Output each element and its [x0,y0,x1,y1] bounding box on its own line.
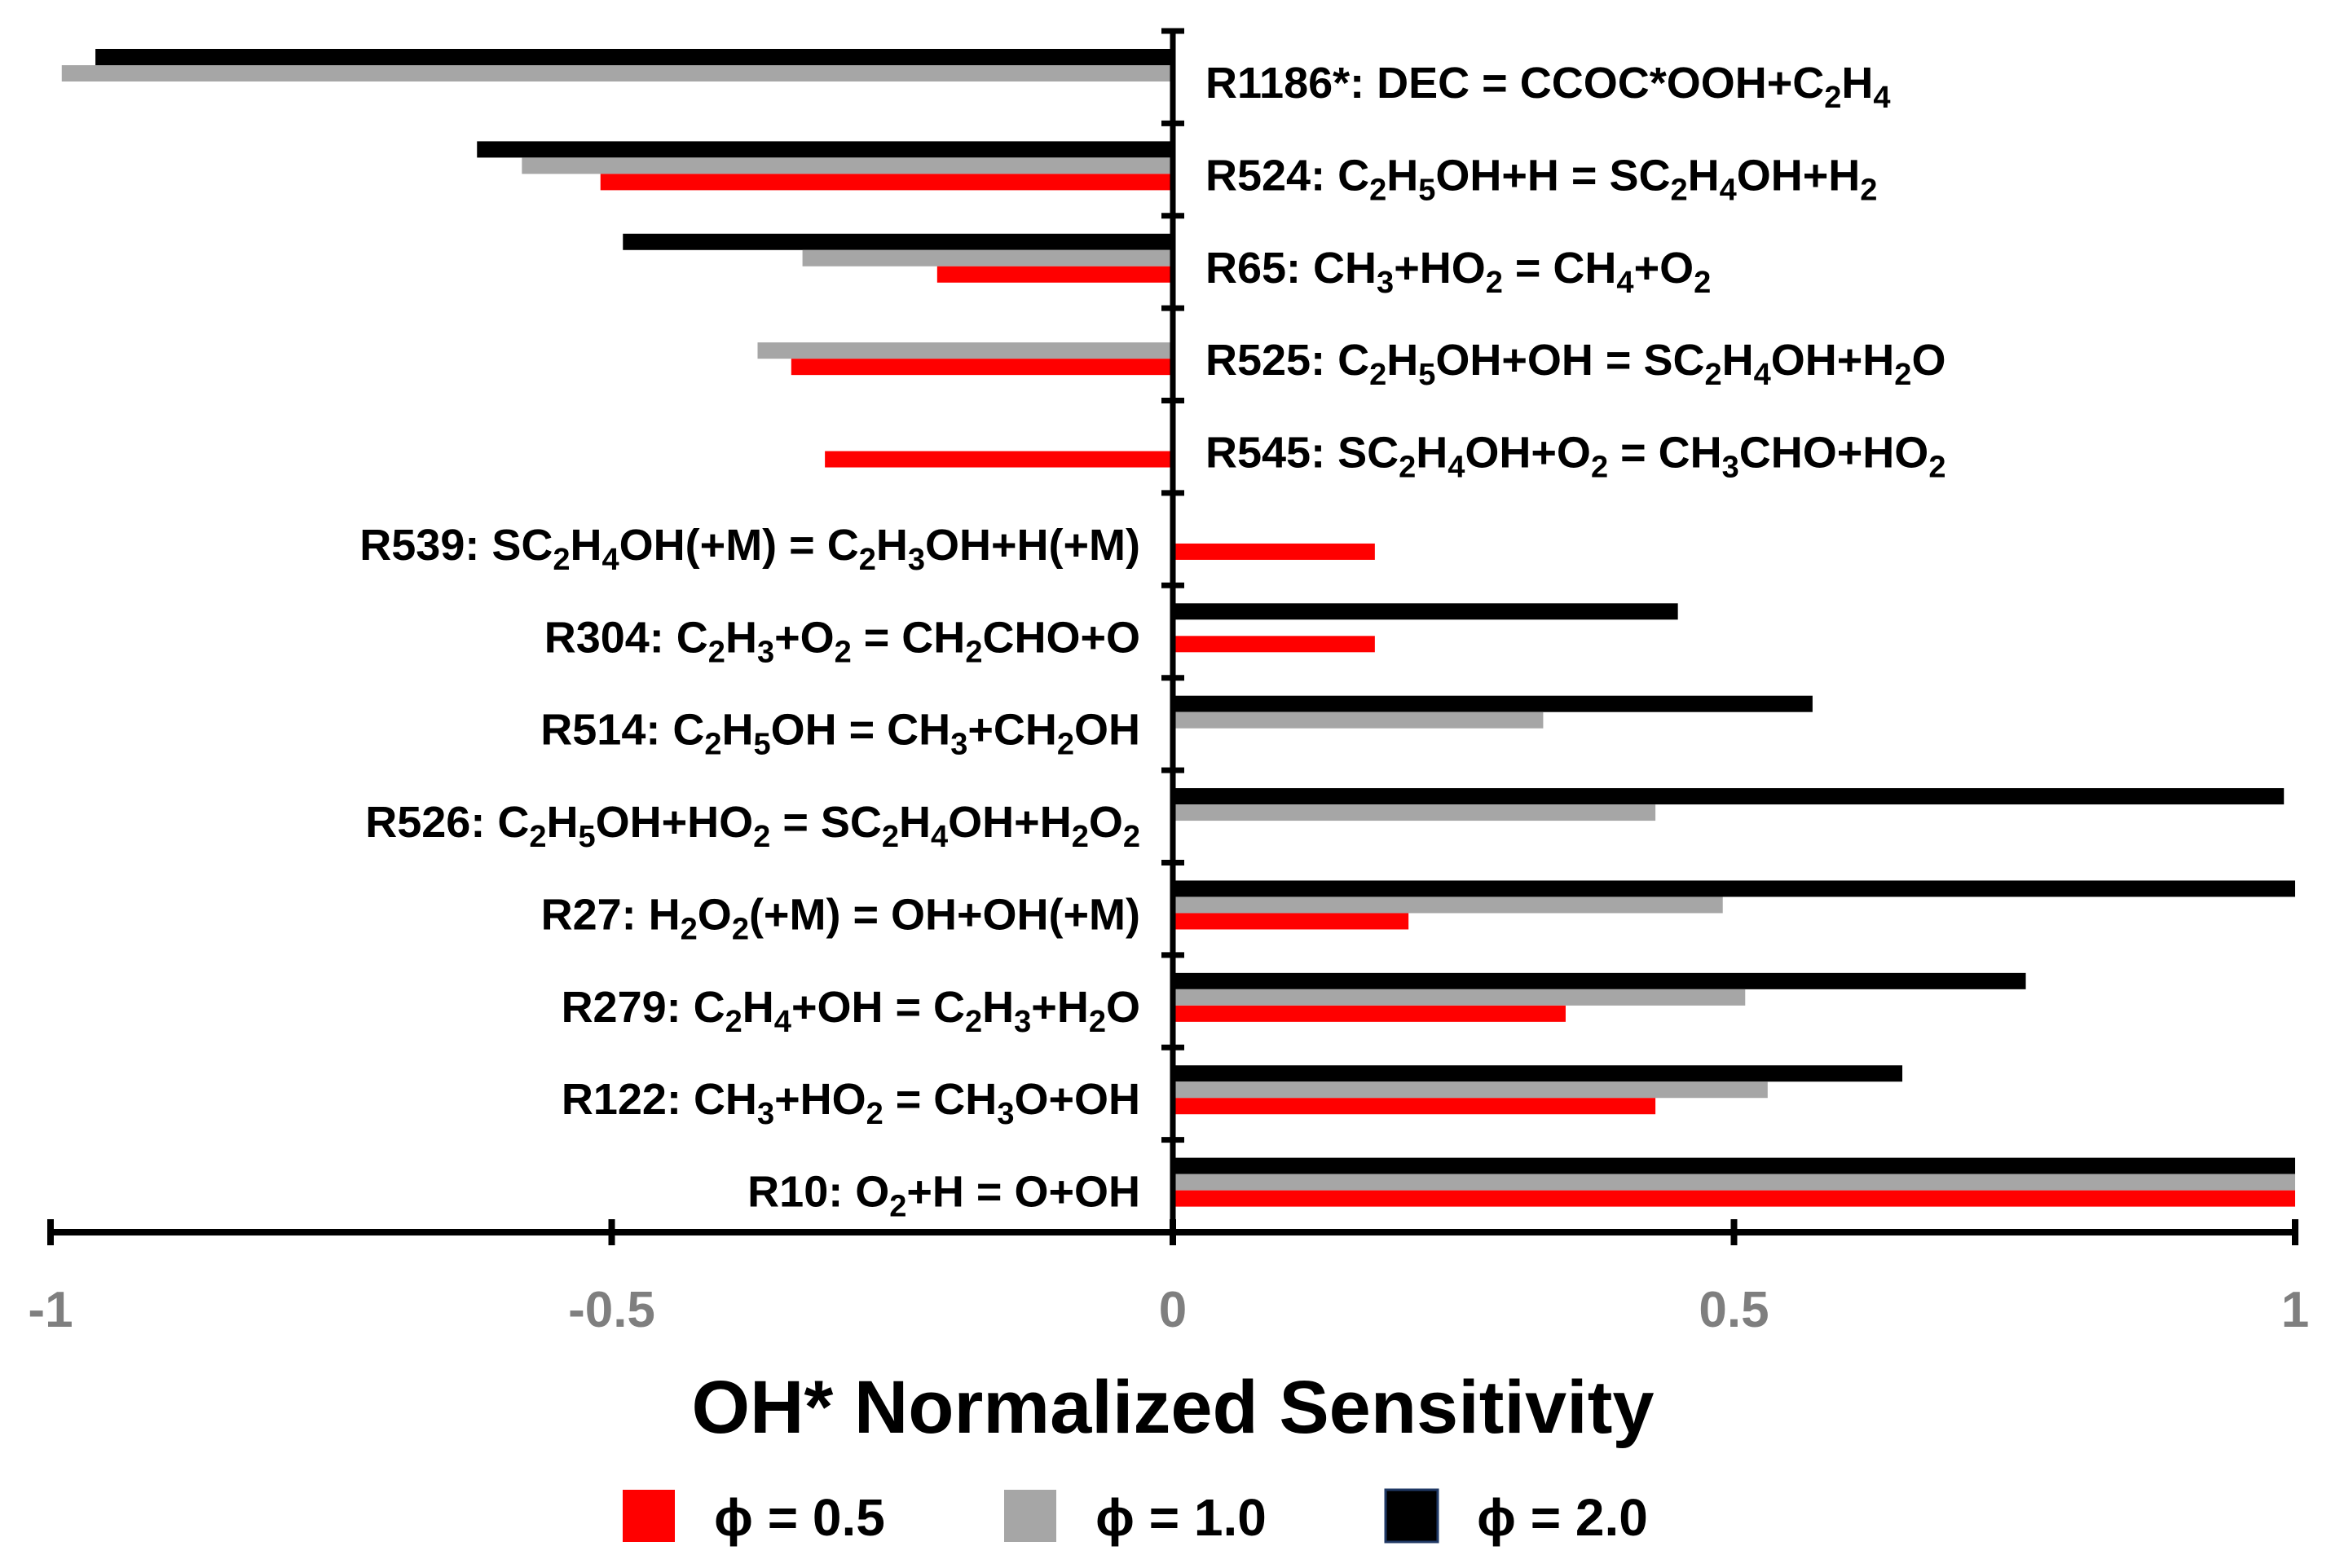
reaction-label-R545: R545: SC2H4OH+O2 = CH3CHO+HO2 [1205,429,1945,485]
x-tick-label-0: -1 [28,1282,73,1338]
bar-R10-series-0 [1173,1157,2295,1174]
bar-R526-series-0 [1173,788,2285,805]
bar-R539-series-2 [1173,543,1375,560]
x-tick-label-2: 0 [1159,1282,1187,1338]
bar-R10-series-2 [1173,1190,2295,1207]
reaction-label-R122: R122: CH3+HO2 = CH3O+OH [562,1075,1140,1131]
bar-R279-series-0 [1173,972,2026,989]
bar-R27-series-1 [1173,896,1723,914]
reaction-label-R1186: R1186*: DEC = CCOC*OOH+C2H4 [1205,59,1891,115]
bar-R65-series-1 [802,249,1173,266]
bar-R304-series-0 [1173,603,1678,620]
bar-R545-series-2 [825,451,1173,468]
bar-R65-series-0 [623,233,1173,250]
reaction-label-R304: R304: C2H3+O2 = CH2CHO+O [544,613,1140,669]
legend-label-0: ϕ = 0.5 [714,1488,885,1547]
bar-R122-series-0 [1173,1065,1903,1082]
legend-label-2: ϕ = 2.0 [1477,1488,1648,1547]
legend-swatch-2 [1384,1488,1439,1544]
bar-R524-series-0 [477,141,1173,158]
bar-R122-series-1 [1173,1081,1768,1099]
x-tick-label-4: 1 [2281,1282,2309,1338]
reaction-label-R279: R279: C2H4+OH = C2H3+H2O [562,983,1140,1039]
legend: ϕ = 0.5 ϕ = 1.0 ϕ = 2.0 [623,1488,1648,1547]
legend-label-1: ϕ = 1.0 [1095,1488,1267,1547]
x-tick-label-1: -0.5 [568,1282,655,1338]
reaction-label-R514: R514: C2H5OH = CH3+CH2OH [540,706,1140,762]
reaction-label-R27: R27: H2O2(+M) = OH+OH(+M) [541,890,1140,946]
bar-R279-series-2 [1173,1005,1566,1022]
reaction-label-R65: R65: CH3+HO2 = CH4+O2 [1205,244,1711,300]
bar-R524-series-2 [600,174,1173,191]
reaction-label-R10: R10: O2+H = O+OH [747,1168,1140,1224]
bar-R525-series-2 [791,359,1173,376]
bars-layer [61,49,2295,1207]
bar-R1186-series-1 [61,65,1173,81]
bar-R27-series-2 [1173,913,1409,930]
bar-R525-series-1 [757,342,1173,359]
x-tick-label-3: 0.5 [1699,1282,1769,1338]
bar-R524-series-1 [522,157,1173,174]
reaction-label-R539: R539: SC2H4OH(+M) = C2H3OH+H(+M) [359,521,1140,577]
bar-R10-series-1 [1173,1174,2295,1191]
bar-R514-series-1 [1173,711,1544,729]
x-axis-title: OH* Normalized Sensitivity [692,1366,1655,1449]
reaction-label-R525: R525: C2H5OH+OH = SC2H4OH+H2O [1205,336,1945,392]
bar-R304-series-2 [1173,636,1375,653]
bar-R65-series-2 [936,266,1173,283]
bar-R526-series-1 [1173,804,1656,821]
axes-layer [1161,28,1184,1235]
legend-swatch-1 [1004,1490,1056,1542]
bar-R27-series-0 [1173,880,2295,897]
bar-R279-series-1 [1173,989,1746,1006]
reaction-labels-layer: R1186*: DEC = CCOC*OOH+C2H4 R524: C2H5OH+… [359,59,1945,1224]
bar-R514-series-0 [1173,695,1813,712]
x-axis: -1 -0.5 0 0.5 1 [28,1219,2309,1338]
legend-swatch-0 [623,1490,675,1542]
bar-R1186-series-0 [95,49,1174,65]
reaction-label-R526: R526: C2H5OH+HO2 = SC2H4OH+H2O2 [365,798,1140,854]
reaction-label-R524: R524: C2H5OH+H = SC2H4OH+H2 [1205,151,1877,207]
bar-R122-series-2 [1173,1098,1656,1115]
